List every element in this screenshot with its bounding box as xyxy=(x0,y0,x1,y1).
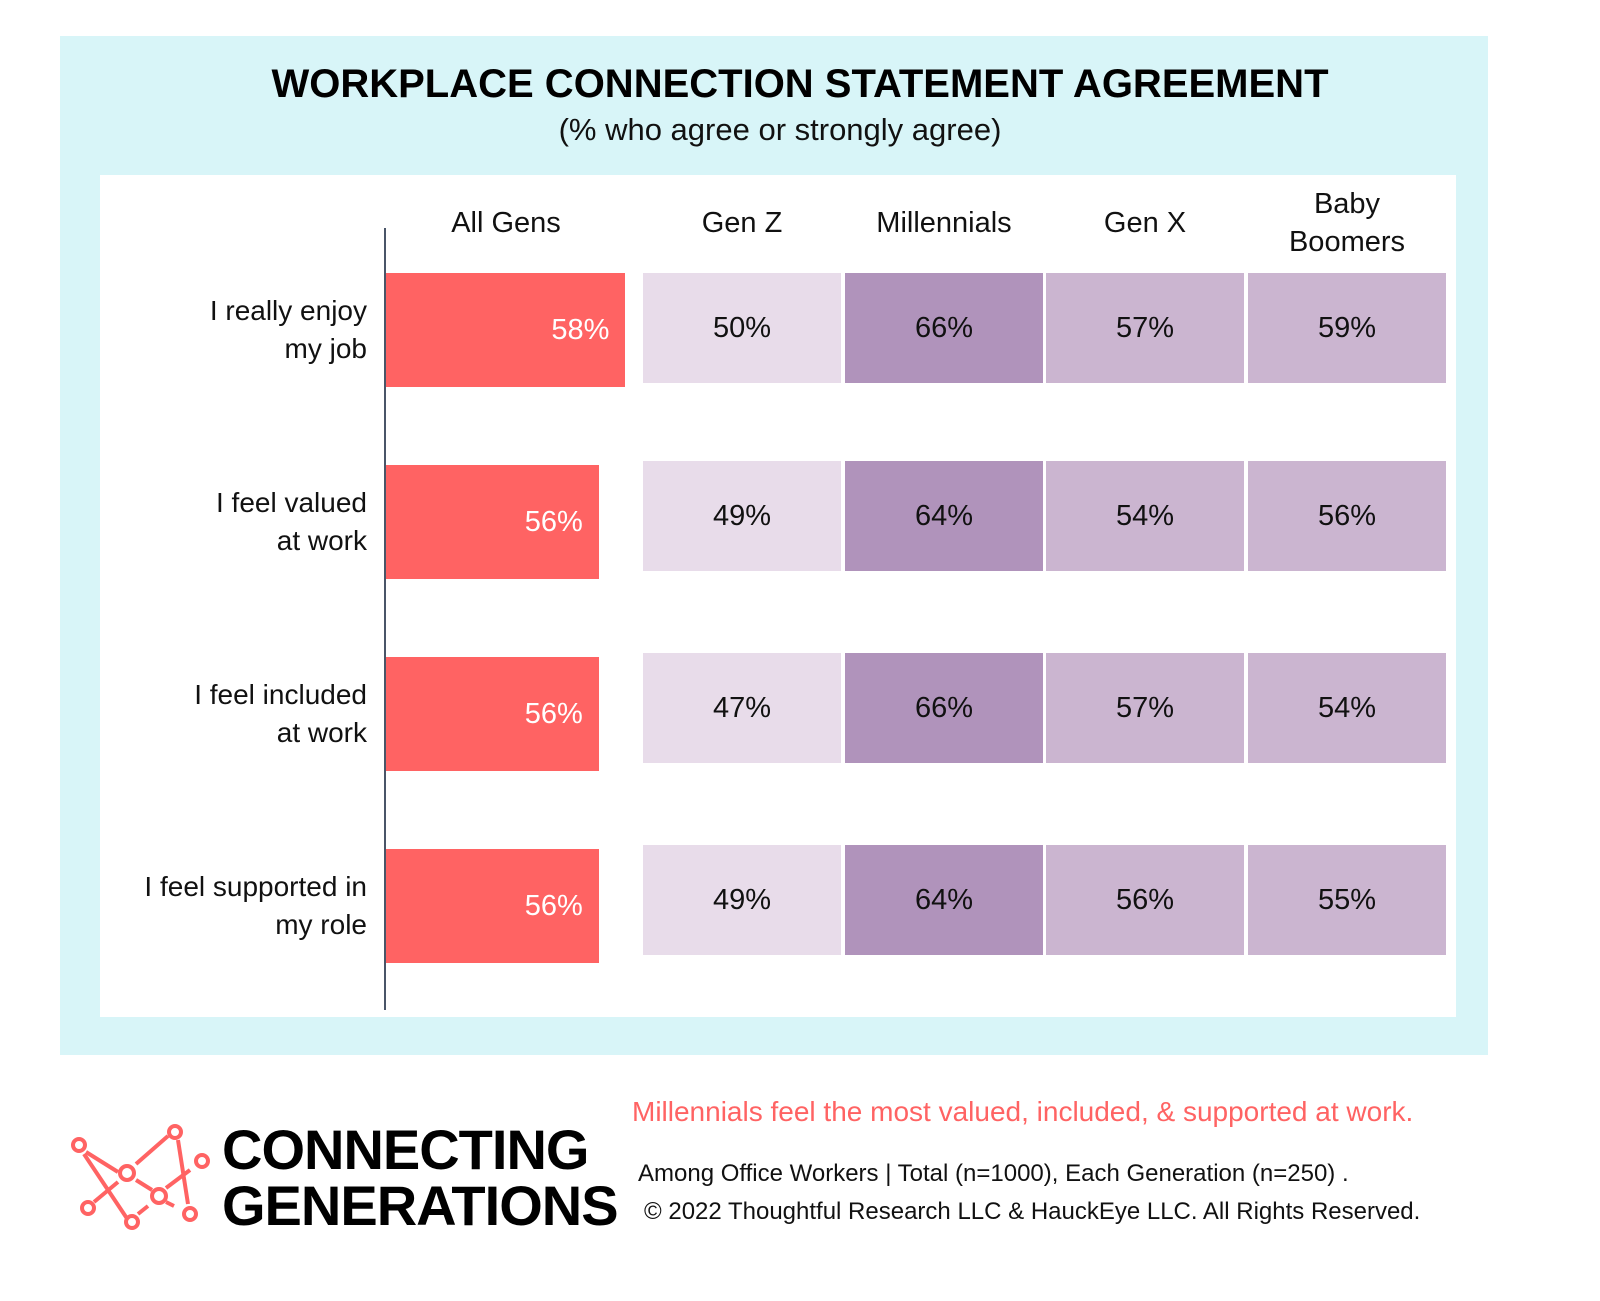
heatmap-cell: 49% xyxy=(643,845,841,955)
heatmap-cell: 54% xyxy=(1248,653,1446,763)
heatmap-cell: 64% xyxy=(845,461,1043,571)
chart-title: WORKPLACE CONNECTION STATEMENT AGREEMENT xyxy=(271,62,1329,106)
heatmap-cell: 54% xyxy=(1046,461,1244,571)
heatmap-cell: 59% xyxy=(1248,273,1446,383)
logo-line-2: GENERATIONS xyxy=(222,1174,619,1237)
column-header-all-gens: All Gens xyxy=(451,207,561,239)
column-header-gen-z: Gen Z xyxy=(701,207,783,239)
heatmap-cell: 66% xyxy=(845,273,1043,383)
connecting-generations-logo-icon xyxy=(71,1124,210,1230)
all-gens-bar: 56% xyxy=(386,849,599,963)
takeaway-text: Millennials feel the most valued, includ… xyxy=(632,1096,1414,1127)
logo-wordmark: CONNECTING GENERATIONS xyxy=(222,1118,619,1237)
column-header-baby-boomers: Baby Boomers xyxy=(1288,188,1406,258)
heatmap-cell: 57% xyxy=(1046,273,1244,383)
sample-note: Among Office Workers | Total (n=1000), E… xyxy=(638,1160,1349,1187)
axis-line xyxy=(384,228,386,1010)
logo-line-1: CONNECTING xyxy=(222,1118,589,1181)
column-header-gen-x: Gen X xyxy=(1103,207,1187,239)
heatmap-cell: 47% xyxy=(643,653,841,763)
copyright-note: © 2022 Thoughtful Research LLC & HauckEy… xyxy=(644,1198,1421,1225)
heatmap-cell: 64% xyxy=(845,845,1043,955)
heatmap-cell: 56% xyxy=(1046,845,1244,955)
heatmap-cell: 50% xyxy=(643,273,841,383)
row-label: I really enjoy my job xyxy=(209,295,367,364)
row-label: I feel supported in my role xyxy=(144,871,367,940)
all-gens-bar: 56% xyxy=(386,465,599,579)
column-header-millennials: Millennials xyxy=(876,207,1012,239)
heatmap-cell: 55% xyxy=(1248,845,1446,955)
all-gens-bar: 56% xyxy=(386,657,599,771)
all-gens-bar: 58% xyxy=(386,273,626,387)
row-label: I feel included at work xyxy=(194,679,367,748)
heatmap-cell: 57% xyxy=(1046,653,1244,763)
chart-subtitle: (% who agree or strongly agree) xyxy=(558,112,1002,147)
row-label: I feel valued at work xyxy=(216,487,367,556)
heatmap-cell: 49% xyxy=(643,461,841,571)
heatmap-cell: 66% xyxy=(845,653,1043,763)
heatmap-cell: 56% xyxy=(1248,461,1446,571)
